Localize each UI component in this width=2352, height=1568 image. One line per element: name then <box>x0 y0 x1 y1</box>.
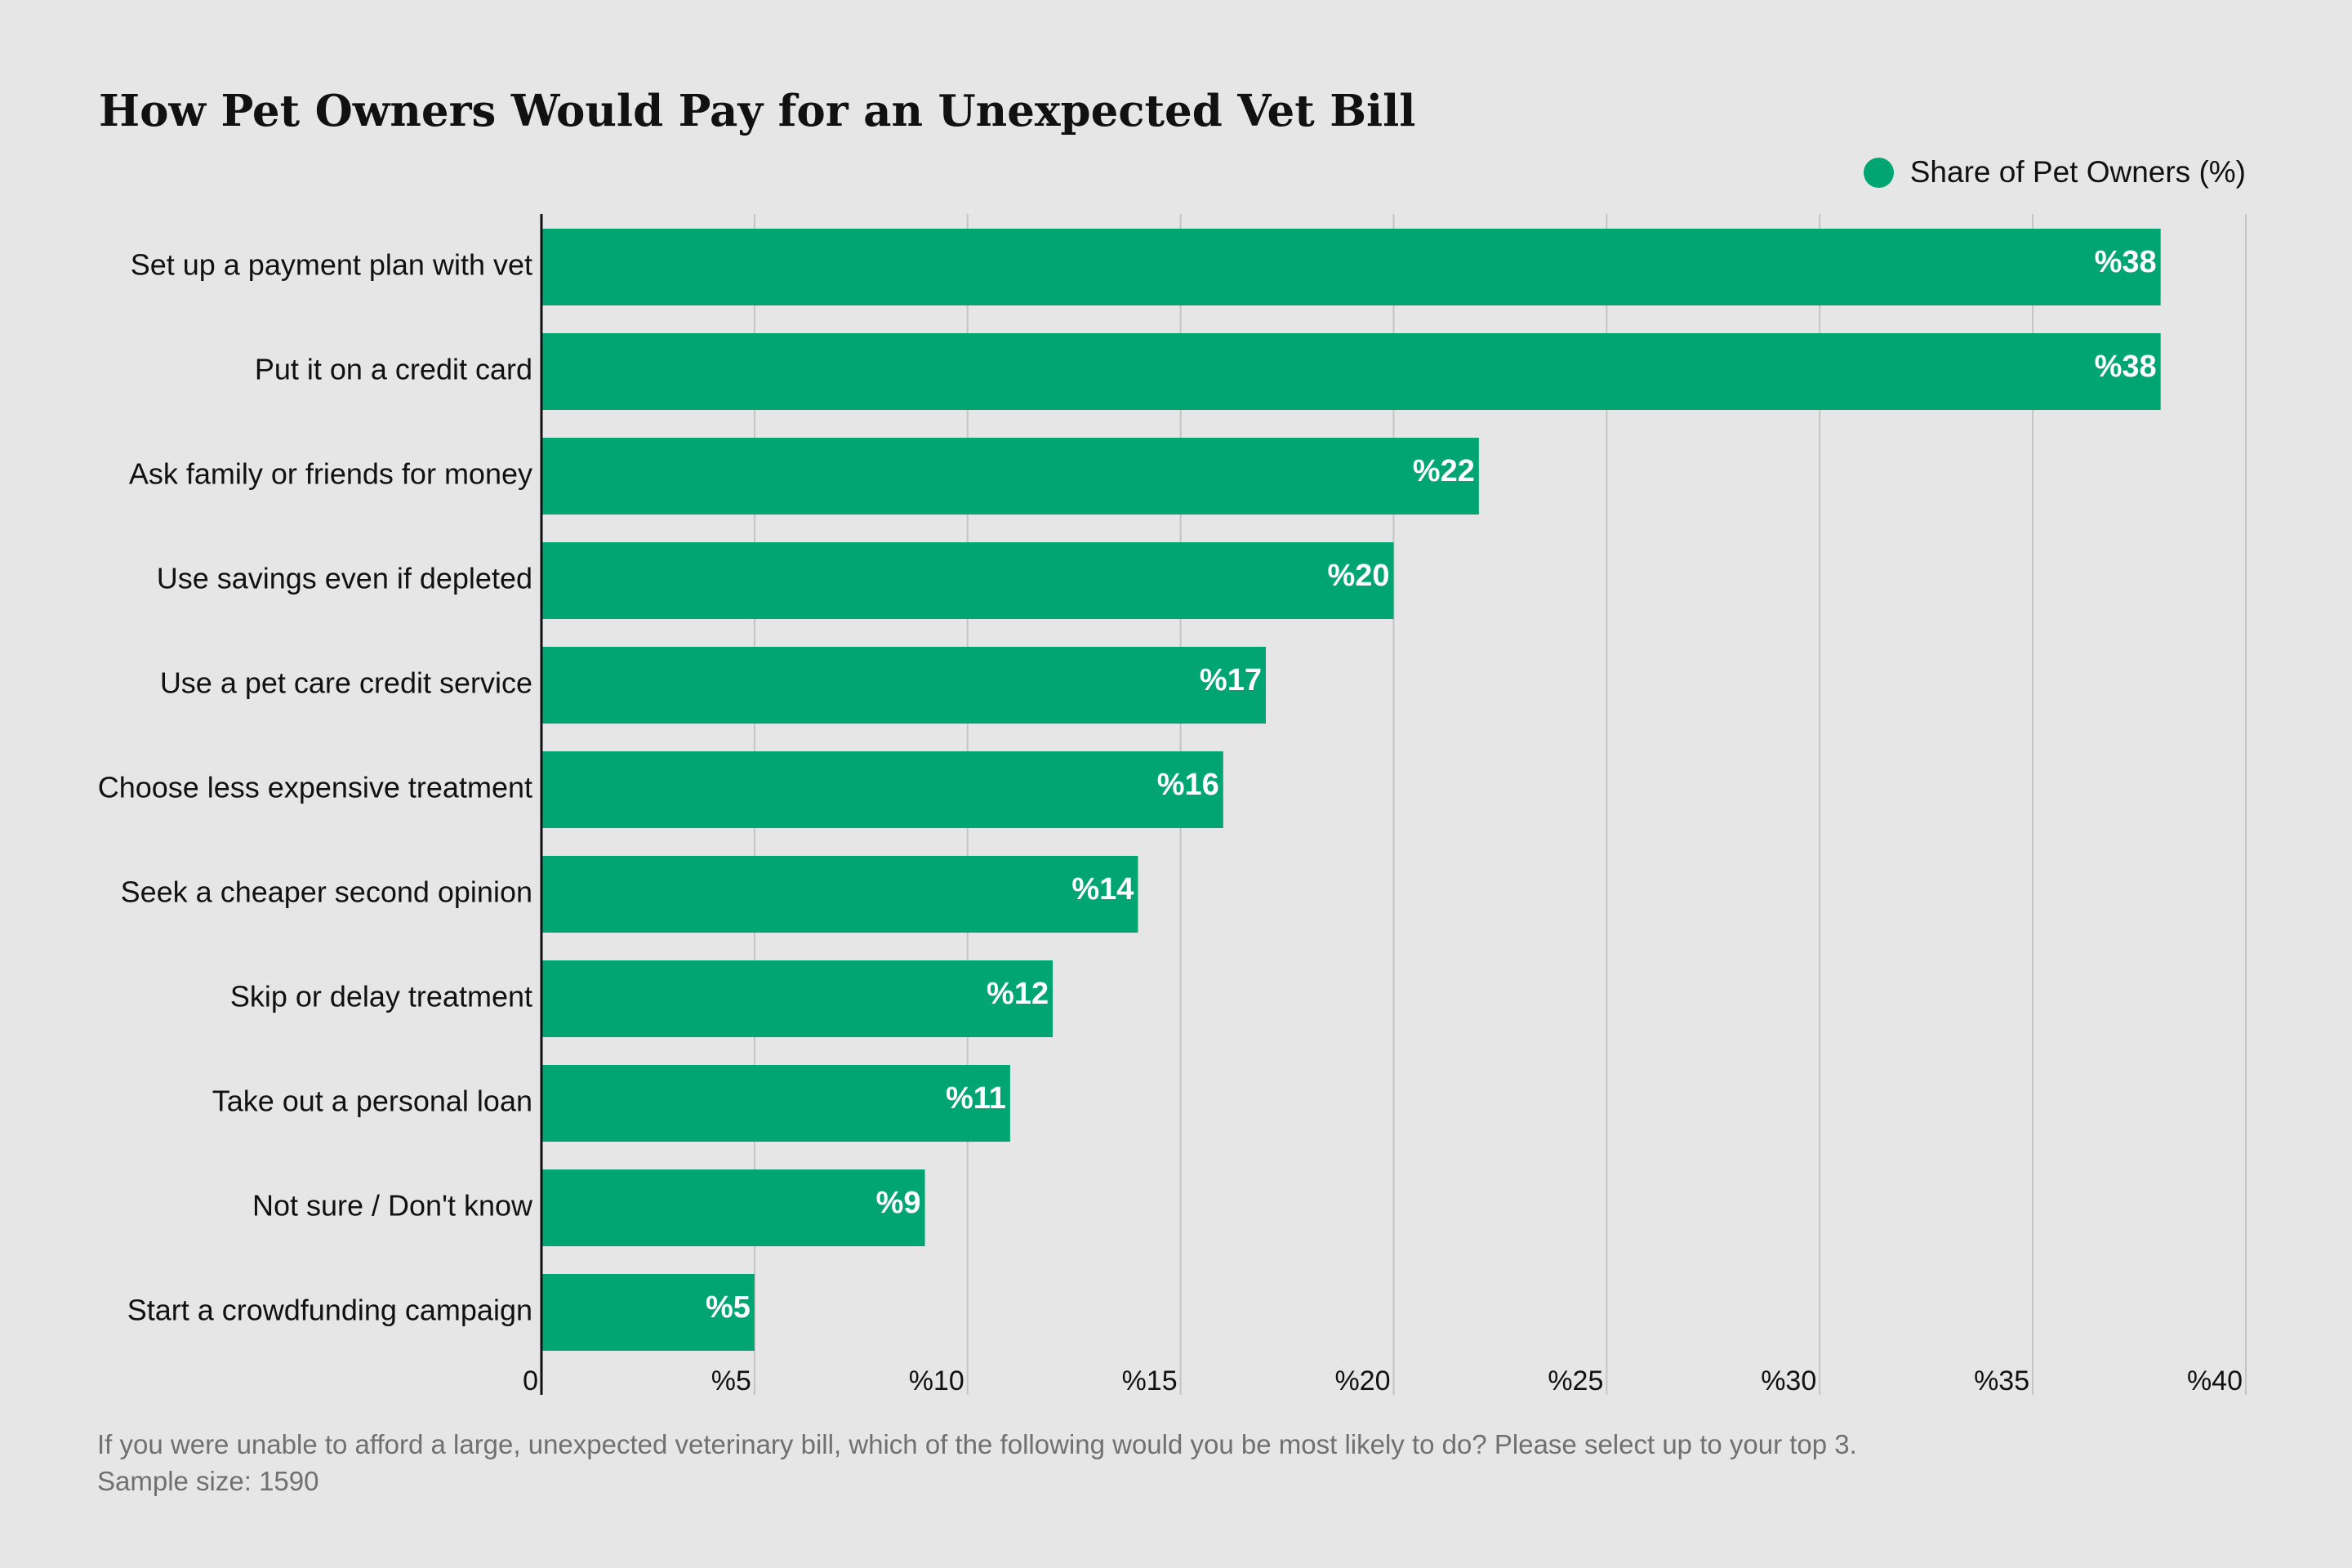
chart-title: How Pet Owners Would Pay for an Unexpect… <box>99 86 1416 136</box>
bar <box>541 960 1054 1037</box>
data-label: %14 <box>1071 872 1134 906</box>
footnote-question: If you were unable to afford a large, un… <box>97 1429 1857 1459</box>
category-label: Set up a payment plan with vet <box>131 248 532 282</box>
category-label: Take out a personal loan <box>212 1085 532 1118</box>
category-label: Put it on a credit card <box>255 353 532 386</box>
bar <box>541 751 1223 828</box>
data-label: %38 <box>2095 350 2157 384</box>
data-label: %5 <box>706 1290 751 1325</box>
x-tick-label: %25 <box>1548 1365 1603 1396</box>
data-label: %16 <box>1157 768 1219 802</box>
bar <box>541 542 1394 619</box>
data-label: %12 <box>987 977 1049 1011</box>
x-tick-label: %5 <box>711 1365 751 1396</box>
category-label: Start a crowdfunding campaign <box>127 1294 532 1327</box>
bar <box>541 856 1138 933</box>
data-label: %38 <box>2095 245 2157 279</box>
category-labels: Set up a payment plan with vet Put it on … <box>98 248 533 1327</box>
data-label: %22 <box>1413 454 1475 488</box>
x-tick-label: %20 <box>1334 1365 1390 1396</box>
x-axis-tick-labels: 0 %5 %10 %15 %20 %25 %30 %35 %40 <box>523 1365 2243 1396</box>
x-tick-label: %35 <box>1974 1365 2029 1396</box>
category-label: Choose less expensive treatment <box>98 771 532 804</box>
bar <box>541 1169 925 1246</box>
data-label: %20 <box>1327 559 1389 593</box>
x-tick-label: 0 <box>523 1365 538 1396</box>
legend-swatch <box>1863 157 1894 188</box>
category-label: Seek a cheaper second opinion <box>121 875 532 909</box>
category-label: Not sure / Don't know <box>252 1189 533 1223</box>
chart-legend: Share of Pet Owners (%) <box>1863 155 2246 189</box>
legend-label: Share of Pet Owners (%) <box>1909 155 2246 189</box>
bar <box>541 1065 1010 1142</box>
data-labels: %38 %38 %22 %20 %17 %16 %14 %12 %11 %9 %5 <box>706 245 2157 1325</box>
bar <box>541 333 2161 410</box>
bar <box>541 1274 755 1351</box>
x-tick-label: %30 <box>1761 1365 1816 1396</box>
x-tick-label: %15 <box>1122 1365 1178 1396</box>
bar <box>541 647 1266 724</box>
bars <box>541 229 2161 1351</box>
category-label: Skip or delay treatment <box>230 980 532 1013</box>
data-label: %11 <box>946 1081 1006 1116</box>
bar <box>541 229 2161 305</box>
category-label: Use savings even if depleted <box>157 562 532 595</box>
bar <box>541 438 1479 514</box>
x-tick-label: %10 <box>909 1365 964 1396</box>
category-label: Use a pet care credit service <box>160 666 532 700</box>
footnote-sample-size: Sample size: 1590 <box>97 1466 319 1496</box>
data-label: %9 <box>876 1186 921 1220</box>
data-label: %17 <box>1200 663 1262 697</box>
x-tick-label: %40 <box>2187 1365 2243 1396</box>
category-label: Ask family or friends for money <box>129 457 532 491</box>
